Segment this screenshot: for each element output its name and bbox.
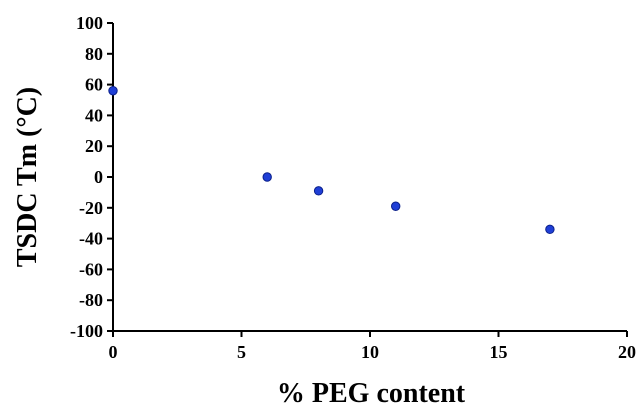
x-tick-label: 20 [618,342,636,362]
x-axis-title: % PEG content [277,378,466,408]
y-tick-label: -100 [70,321,103,341]
y-tick-label: -20 [79,198,103,218]
y-tick-label: 100 [76,13,103,33]
data-point [313,186,324,196]
x-tick-label: 0 [109,342,118,362]
y-tick-label: 60 [85,75,103,95]
x-tick-label: 10 [361,342,379,362]
y-axis: 100 80 60 40 20 0 -20 -40 -60 -80 -100 [70,13,114,341]
y-tick-label: 0 [94,167,103,187]
data-points [108,86,555,235]
y-tick-label: -40 [79,229,103,249]
y-tick-label: 80 [85,44,103,64]
x-tick-label: 15 [490,342,508,362]
x-axis: 0 5 10 15 20 [109,330,636,362]
data-point [545,224,555,235]
y-tick-label: -80 [79,290,103,310]
data-point [391,201,401,211]
y-axis-title: TSDC Tm (°C) [12,87,43,267]
y-tick-label: 20 [85,136,103,156]
x-tick-label: 5 [237,342,246,362]
y-tick-label: 40 [85,105,103,125]
y-tick-label: -60 [79,259,103,279]
data-point [262,172,272,182]
data-point [108,86,118,96]
